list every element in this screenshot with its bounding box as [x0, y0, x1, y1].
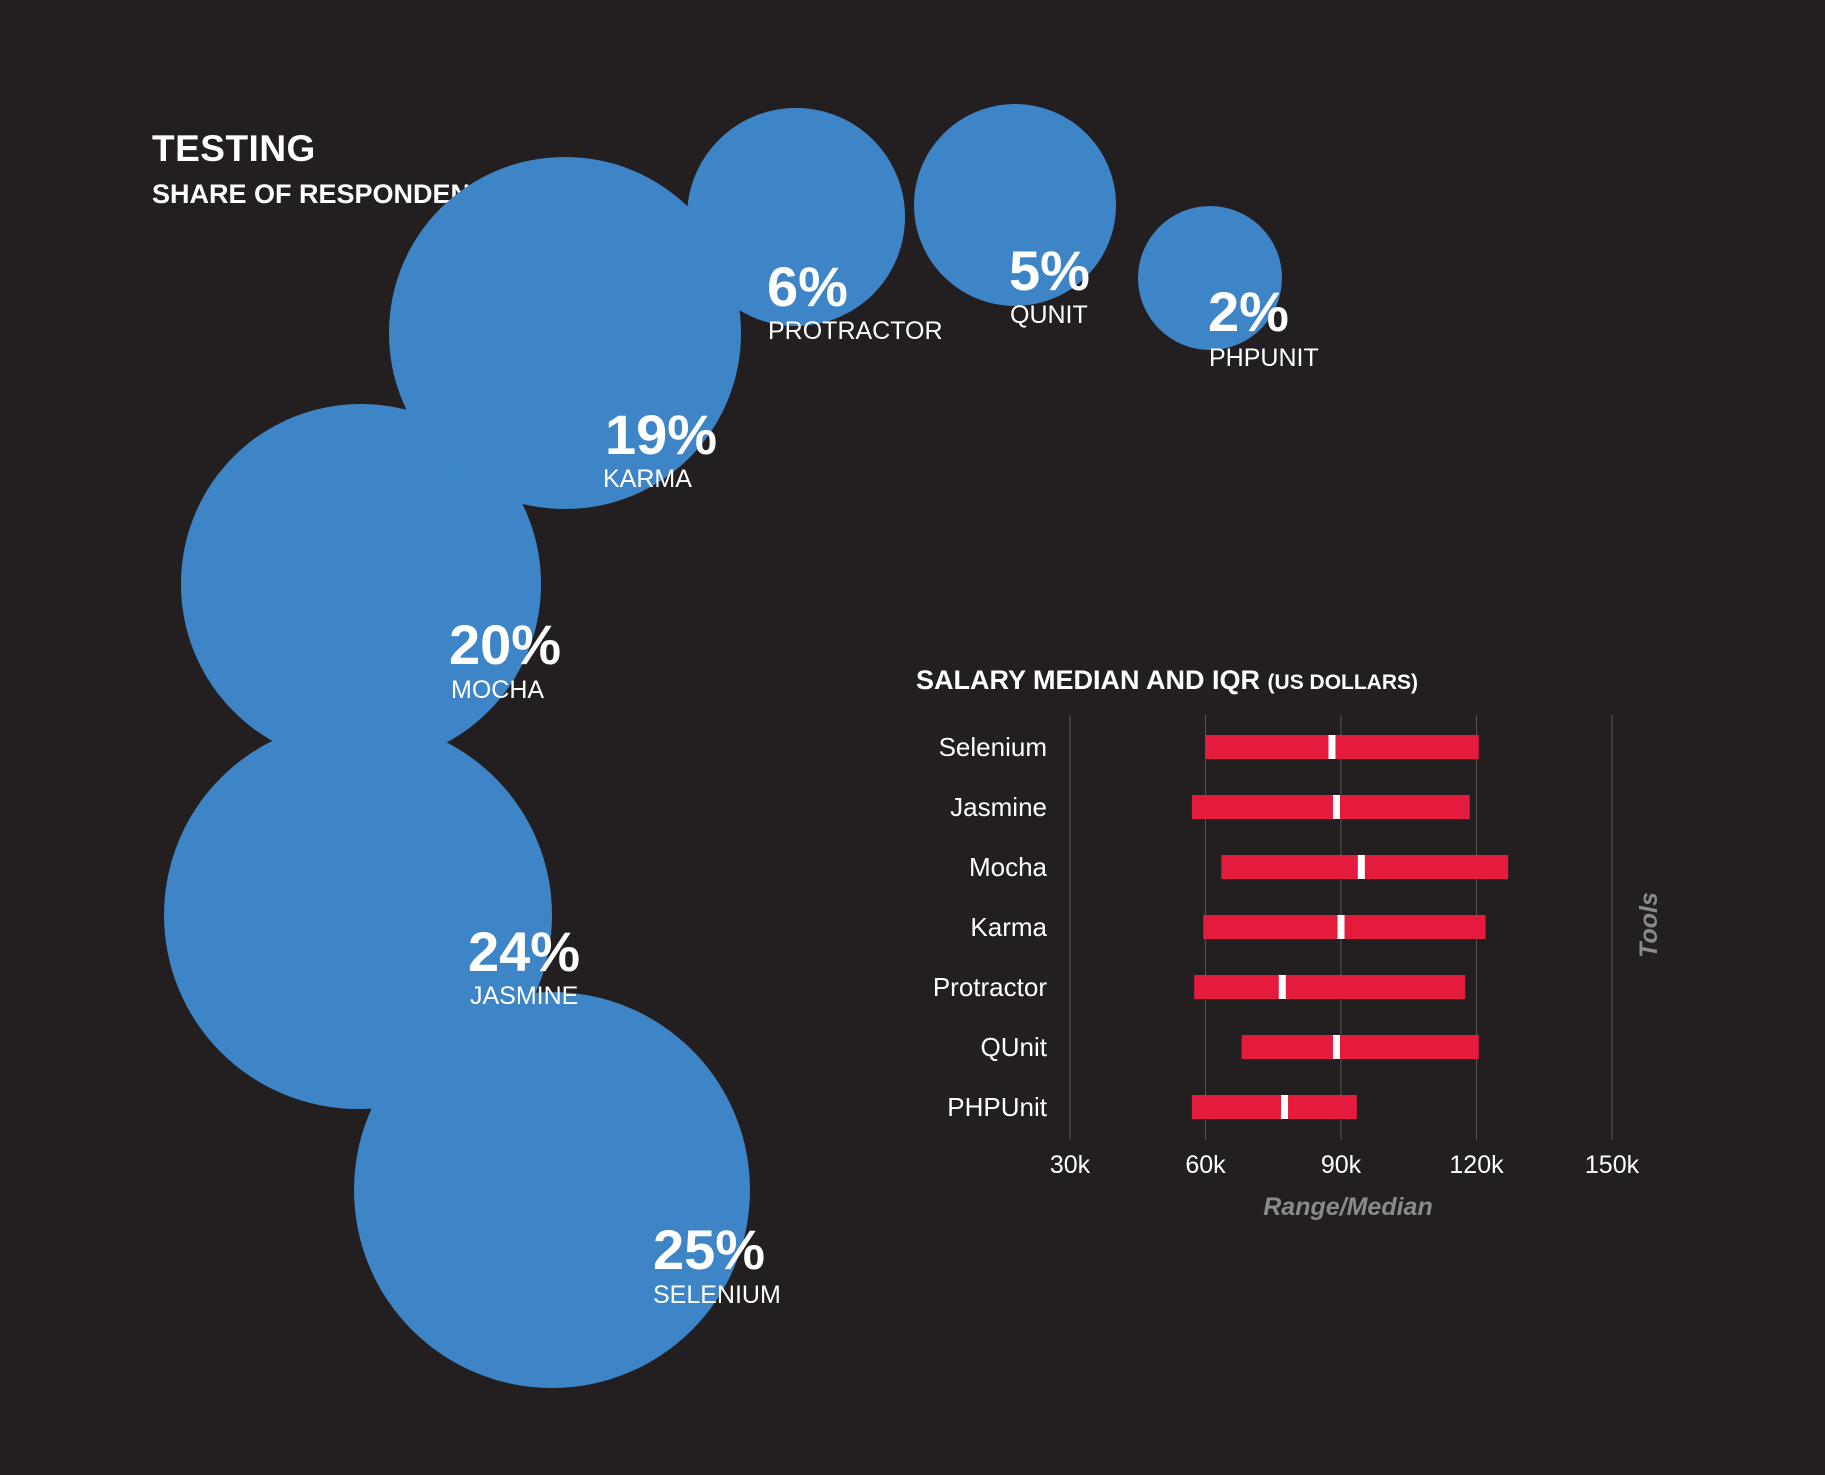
bubble-label-phpunit: PHPUNIT: [1209, 344, 1319, 372]
bubble-protractor: [687, 108, 905, 326]
bubble-phpunit: [1137, 205, 1283, 351]
category-label-phpunit: PHPUnit: [947, 1092, 1047, 1122]
bubble-jasmine: [163, 720, 553, 1110]
bubble-percent-mocha: 20%: [449, 613, 562, 676]
bubble-karma: [389, 157, 741, 509]
category-label-jasmine: Jasmine: [950, 792, 1047, 822]
x-axis-title: Range/Median: [1263, 1193, 1432, 1221]
salary-chart-title: SALARY MEDIAN AND IQR (US DOLLARS): [916, 665, 1418, 696]
bubble-label-protractor: PROTRACTOR: [768, 317, 943, 345]
median-marker-karma: [1337, 915, 1345, 939]
page-title: TESTING: [152, 128, 316, 169]
range-bar-phpunit: [1191, 1095, 1357, 1119]
median-marker-phpunit: [1281, 1095, 1289, 1119]
category-label-karma: Karma: [970, 912, 1047, 942]
bubble-percent-jasmine: 24%: [468, 920, 581, 983]
bubble-percent-karma: 19%: [605, 403, 718, 466]
category-label-selenium: Selenium: [939, 732, 1047, 762]
x-tick-label: 150k: [1585, 1151, 1640, 1179]
bubble-label-qunit: QUNIT: [1010, 301, 1088, 329]
range-bar-selenium: [1205, 735, 1479, 759]
median-marker-qunit: [1332, 1035, 1340, 1059]
bubble-percent-selenium: 25%: [653, 1218, 766, 1281]
salary-chart-title-text: SALARY MEDIAN AND IQR: [916, 665, 1261, 695]
range-bar-qunit: [1241, 1035, 1479, 1059]
bubble-percent-qunit: 5%: [1009, 239, 1090, 302]
x-tick-label: 90k: [1321, 1151, 1362, 1179]
median-marker-mocha: [1357, 855, 1365, 879]
x-tick-label: 60k: [1185, 1151, 1226, 1179]
median-marker-jasmine: [1332, 795, 1340, 819]
range-bar-protractor: [1194, 975, 1466, 999]
category-label-mocha: Mocha: [969, 852, 1048, 882]
median-marker-selenium: [1328, 735, 1336, 759]
category-label-protractor: Protractor: [933, 972, 1047, 1002]
range-bar-jasmine: [1191, 795, 1470, 819]
median-marker-protractor: [1278, 975, 1286, 999]
y-axis-title: Tools: [1635, 892, 1663, 958]
bubble-label-karma: KARMA: [603, 465, 692, 493]
bubble-label-selenium: SELENIUM: [653, 1281, 781, 1309]
bubble-label-mocha: MOCHA: [451, 676, 545, 704]
bubble-percent-phpunit: 2%: [1208, 280, 1289, 343]
bubble-label-jasmine: JASMINE: [470, 982, 579, 1010]
x-tick-label: 30k: [1050, 1151, 1091, 1179]
salary-chart-title-unit: (US DOLLARS): [1267, 671, 1419, 694]
bubble-percent-protractor: 6%: [767, 255, 848, 318]
category-label-qunit: QUnit: [981, 1032, 1048, 1062]
bubble-qunit: [913, 103, 1117, 307]
x-tick-label: 120k: [1449, 1151, 1504, 1179]
